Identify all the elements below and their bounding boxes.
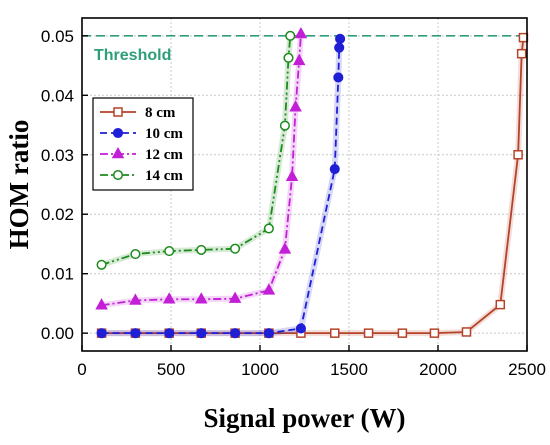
legend-box xyxy=(92,97,194,191)
series-lines xyxy=(95,27,529,339)
data-point-12-cm xyxy=(292,53,306,66)
x-tick-label: 2500 xyxy=(508,360,546,379)
data-point-8-cm xyxy=(513,150,523,160)
legend: 8 cm 10 cm 12 cm 14 cm xyxy=(92,97,194,191)
axis-ticks: 0 500 1000 1500 2000 2500 0.00 0.01 0.02 0.03 0.04… xyxy=(41,27,546,379)
data-point-14-cm xyxy=(96,259,107,270)
legend-marker-12-cm xyxy=(111,146,125,159)
data-point-10-cm xyxy=(164,328,175,339)
y-tick-label: 0.05 xyxy=(41,27,74,46)
data-point-12-cm xyxy=(262,283,276,295)
x-tick-label: 0 xyxy=(77,360,86,379)
y-tick-label: 0.04 xyxy=(41,86,74,105)
y-tick-label: 0.00 xyxy=(41,324,74,343)
data-point-10-cm xyxy=(130,328,141,339)
series-10-cm xyxy=(96,33,346,339)
legend-label-10-cm: 10 cm xyxy=(145,126,183,142)
series-14-cm xyxy=(96,30,296,270)
data-point-12-cm xyxy=(162,292,176,304)
data-point-8-cm xyxy=(363,328,374,338)
data-point-8-cm xyxy=(461,327,472,337)
data-point-14-cm xyxy=(283,52,294,63)
y-tick-label: 0.02 xyxy=(41,205,74,224)
x-tick-label: 1500 xyxy=(330,360,368,379)
y-tick-label: 0.01 xyxy=(41,265,74,284)
data-point-14-cm xyxy=(285,30,296,41)
data-point-10-cm xyxy=(334,42,345,53)
data-point-10-cm xyxy=(230,328,241,339)
plot-frame xyxy=(81,17,528,352)
legend-marker-14-cm xyxy=(112,169,124,181)
data-point-12-cm xyxy=(285,169,299,182)
x-tick-label: 1000 xyxy=(241,360,279,379)
legend-item-12-cm: 12 cm xyxy=(100,146,183,163)
data-point-14-cm xyxy=(164,246,175,257)
data-point-12-cm xyxy=(289,100,302,112)
data-point-12-cm xyxy=(278,242,292,254)
threshold-line-group: Threshold xyxy=(82,35,527,64)
data-point-14-cm xyxy=(279,120,290,131)
legend-item-10-cm: 10 cm xyxy=(100,126,183,142)
x-tick-label: 500 xyxy=(157,360,185,379)
data-point-8-cm xyxy=(330,328,340,338)
data-point-10-cm xyxy=(263,328,274,339)
data-point-8-cm xyxy=(495,299,506,310)
x-tick-label: 2000 xyxy=(419,360,457,379)
data-point-14-cm xyxy=(230,243,241,254)
data-point-12-cm xyxy=(129,293,142,305)
data-point-14-cm xyxy=(196,244,207,255)
data-point-10-cm xyxy=(196,328,207,339)
legend-label-12-cm: 12 cm xyxy=(145,147,183,163)
data-point-10-cm xyxy=(96,328,107,339)
data-point-10-cm xyxy=(295,323,306,334)
data-point-12-cm xyxy=(194,292,208,304)
legend-label-14-cm: 14 cm xyxy=(145,168,183,184)
legend-marker-8-cm xyxy=(113,107,123,117)
data-point-10-cm xyxy=(335,33,346,44)
data-point-8-cm xyxy=(516,48,527,59)
legend-item-8-cm: 8 cm xyxy=(100,105,176,121)
series-line-14-cm xyxy=(101,35,292,266)
series-line-12-cm xyxy=(101,33,302,307)
data-point-10-cm xyxy=(329,163,340,175)
data-point-14-cm xyxy=(130,249,141,260)
series-12-cm xyxy=(95,27,308,310)
legend-item-14-cm: 14 cm xyxy=(100,168,183,184)
data-point-8-cm xyxy=(429,328,440,338)
legend-label-8-cm: 8 cm xyxy=(145,105,176,121)
y-tick-label: 0.03 xyxy=(41,146,74,165)
data-point-12-cm xyxy=(95,298,108,310)
data-point-14-cm xyxy=(263,223,274,234)
y-axis-title: HOM ratio xyxy=(4,120,34,250)
data-point-12-cm xyxy=(228,291,242,303)
data-point-12-cm xyxy=(294,27,308,39)
legend-marker-10-cm xyxy=(112,127,124,139)
threshold-label: Threshold xyxy=(94,47,171,64)
data-point-10-cm xyxy=(333,72,344,83)
data-point-8-cm xyxy=(397,328,408,338)
x-axis-title: Signal power (W) xyxy=(203,403,405,433)
